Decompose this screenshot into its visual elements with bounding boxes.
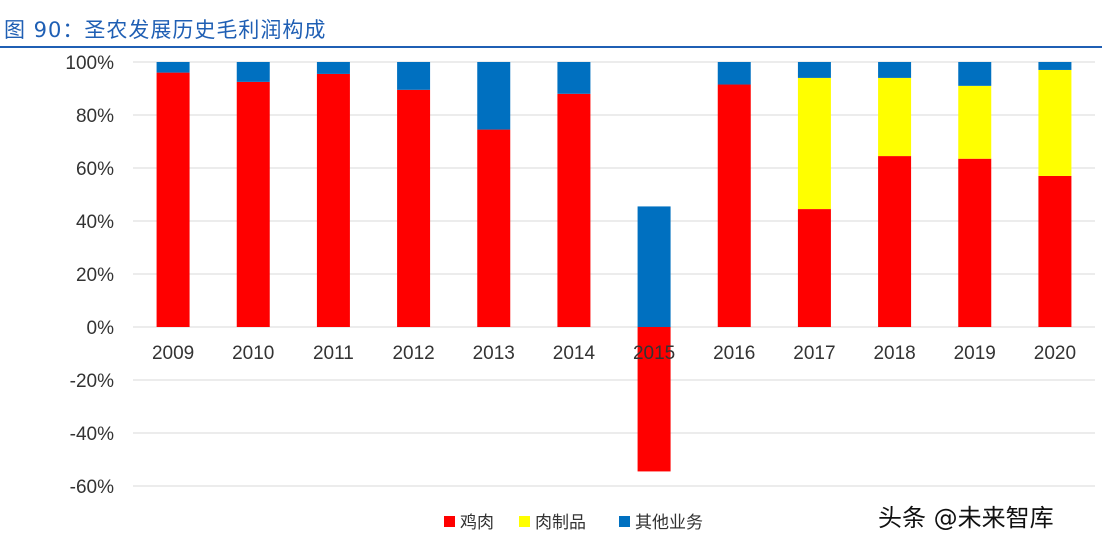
bar-segment-2009-2 — [156, 62, 190, 73]
y-tick-label: 0% — [87, 318, 115, 339]
y-tick-label: 60% — [76, 159, 114, 180]
title-divider — [0, 46, 1102, 48]
bar-segment-2020-2 — [1038, 62, 1072, 70]
y-tick-label: 80% — [76, 106, 114, 127]
y-tick-label: 40% — [76, 212, 114, 233]
legend-swatch-2 — [619, 516, 630, 527]
x-tick-label: 2019 — [954, 343, 996, 364]
legend-label: 肉制品 — [535, 513, 586, 533]
legend-label: 鸡肉 — [460, 513, 494, 533]
bar-segment-2020-1 — [1038, 69, 1072, 176]
x-tick-label: 2013 — [473, 343, 515, 364]
bar-segment-2009-0 — [156, 72, 190, 327]
bar-segment-2018-2 — [878, 62, 912, 78]
x-tick-label: 2014 — [553, 343, 596, 364]
y-tick-label: -20% — [70, 371, 114, 392]
bar-segment-2017-1 — [797, 77, 831, 210]
bar-segment-2016-0 — [717, 84, 751, 328]
y-tick-label: 20% — [76, 265, 114, 286]
x-tick-label: 2015 — [633, 343, 675, 364]
gridlines — [133, 61, 1095, 487]
y-tick-label: -60% — [70, 477, 114, 498]
x-tick-label: 2009 — [152, 343, 194, 364]
bar-segment-2018-0 — [878, 156, 912, 327]
x-tick-label: 2010 — [232, 343, 274, 364]
bars — [156, 62, 1072, 472]
y-axis-tick-labels: 100% 80% 60% 40% 20% 0% -20% -40% -60% — [65, 53, 114, 498]
bar-segment-2019-0 — [958, 158, 992, 327]
x-tick-label: 2017 — [793, 343, 835, 364]
bar-segment-2013-0 — [477, 129, 511, 327]
bar-segment-2010-0 — [236, 81, 270, 327]
bar-segment-2012-2 — [397, 62, 431, 90]
bar-segment-2014-2 — [557, 62, 591, 94]
bar-segment-2015-2 — [637, 206, 671, 327]
x-tick-label: 2018 — [873, 343, 915, 364]
bar-segment-2020-0 — [1038, 175, 1072, 327]
bar-segment-2016-2 — [717, 62, 751, 85]
legend-label: 其他业务 — [635, 513, 703, 533]
watermark: 头条 @未来智库 — [878, 504, 1054, 532]
legend-swatch-0 — [444, 516, 455, 527]
bar-segment-2014-0 — [557, 93, 591, 327]
bar-segment-2015-0 — [637, 327, 671, 472]
bar-segment-2011-2 — [316, 62, 350, 74]
y-tick-label: -40% — [70, 424, 114, 445]
bar-segment-2011-0 — [316, 73, 350, 327]
bar-segment-2017-0 — [797, 209, 831, 327]
legend-swatch-1 — [519, 516, 530, 527]
legend: 鸡肉 肉制品 其他业务 — [444, 513, 703, 533]
bar-segment-2019-2 — [958, 62, 992, 86]
figure-title: 图 90：圣农发展历史毛利润构成 — [4, 18, 327, 42]
x-axis-tick-labels: 2009 2010 2011 2012 2013 2014 2015 2016 2017 2018… — [152, 343, 1076, 364]
x-tick-label: 2011 — [313, 343, 354, 364]
x-tick-label: 2020 — [1034, 343, 1076, 364]
bar-segment-2012-0 — [397, 89, 431, 327]
bar-segment-2013-2 — [477, 62, 511, 130]
bar-segment-2019-1 — [958, 85, 992, 159]
x-tick-label: 2012 — [392, 343, 434, 364]
y-tick-label: 100% — [65, 53, 114, 74]
bar-segment-2018-1 — [878, 77, 912, 157]
x-tick-label: 2016 — [713, 343, 755, 364]
bar-segment-2010-2 — [236, 62, 270, 82]
bar-segment-2017-2 — [797, 62, 831, 78]
